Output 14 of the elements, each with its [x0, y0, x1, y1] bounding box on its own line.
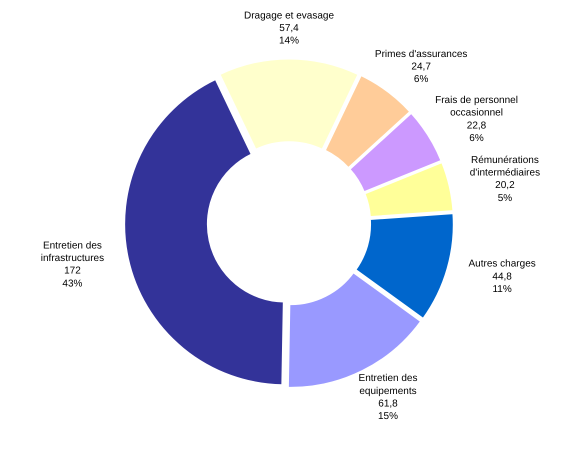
data-label: 172 43% — [62, 266, 83, 290]
slice-label: Frais de personnel occasionnel — [435, 95, 518, 119]
slice-label: Entretien des equipements — [358, 373, 418, 397]
data-label: 24,7 6% — [411, 61, 432, 86]
data-label: 22,8 6% — [466, 120, 487, 144]
slice-label: Primes d'assurances — [374, 48, 468, 60]
data-label: 44,8 11% — [492, 271, 512, 296]
slice-label: Autres charges — [468, 258, 536, 270]
data-label: 57,4 14% — [278, 23, 300, 47]
slice-label: Entretien des infrastructures — [40, 240, 104, 264]
data-label: 61,8 15% — [378, 398, 398, 422]
data-label: 20,2 5% — [495, 180, 516, 204]
slice-label: Rémunérations d'intermédiaires — [470, 154, 540, 179]
slice-label: Dragage et evasage — [244, 10, 334, 22]
